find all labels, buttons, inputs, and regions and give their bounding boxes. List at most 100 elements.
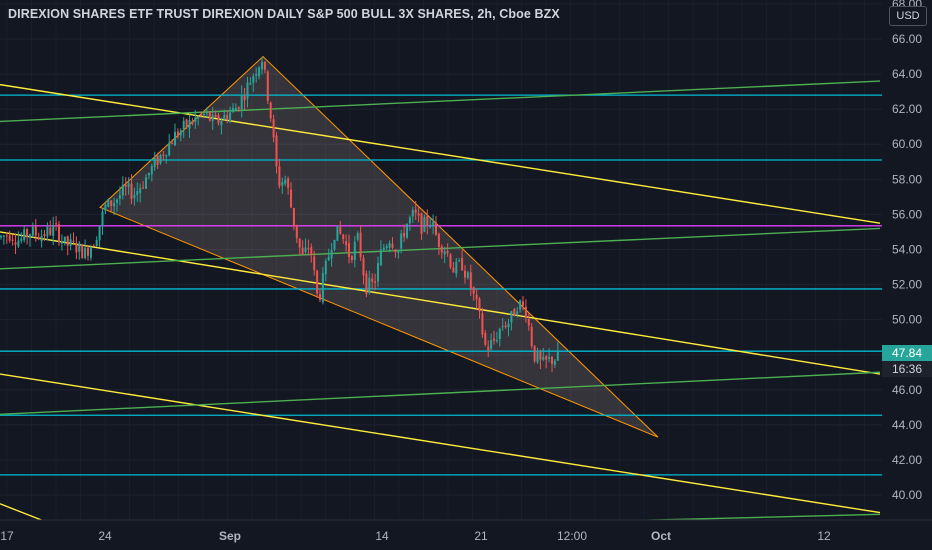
candle-body (249, 83, 252, 85)
candle-body (113, 202, 116, 207)
candle-body (185, 119, 188, 127)
candle-body (182, 120, 185, 129)
candle-body (208, 111, 211, 121)
candle-body (510, 311, 513, 323)
candle-body (498, 328, 501, 340)
candle-body (229, 112, 232, 122)
y-tick-label: 60.00 (892, 137, 922, 151)
candle-body (394, 249, 397, 253)
trendline (0, 373, 881, 514)
x-tick-label: 21 (474, 529, 488, 543)
candle-body (20, 238, 23, 241)
candle-body (539, 352, 542, 360)
candle-body (159, 154, 162, 164)
candle-body (223, 114, 226, 120)
candle-body (234, 107, 237, 111)
price-axis[interactable]: 40.0042.0044.0046.0048.0050.0052.0054.00… (882, 0, 932, 550)
candle-body (466, 272, 469, 278)
candle-body (388, 243, 391, 248)
candle-body (240, 94, 243, 110)
candle-body (40, 236, 43, 242)
candle-body (301, 247, 304, 255)
candle-body (493, 338, 495, 341)
candles (0, 57, 559, 373)
candle-body (46, 226, 49, 237)
candle-body (342, 234, 345, 240)
candle-body (464, 270, 466, 278)
candle-body (504, 325, 507, 328)
candle-body (553, 360, 556, 365)
price-labels: 47.84 16:36 (882, 345, 932, 377)
candle-body (278, 166, 281, 187)
candle-body (145, 177, 147, 189)
candle-body (345, 241, 348, 246)
candle-body (214, 114, 217, 118)
candle-body (490, 340, 493, 350)
candle-body (336, 225, 339, 241)
horizontal-levels (0, 94, 882, 476)
candle-body (34, 226, 37, 236)
candle-body (446, 250, 449, 254)
candle-body (261, 62, 263, 70)
candle-body (124, 184, 127, 187)
candle-body (121, 184, 124, 196)
candle-body (513, 309, 516, 317)
currency-button[interactable]: USD (889, 6, 927, 26)
candle-body (78, 243, 81, 252)
candle-body (188, 120, 191, 129)
candle-body (359, 232, 362, 258)
chart-title: DIREXION SHARES ETF TRUST DIREXION DAILY… (8, 7, 560, 21)
candle-body (519, 300, 522, 310)
candle-body (217, 115, 220, 124)
candle-body (397, 250, 400, 253)
candle-body (63, 236, 66, 243)
candle-body (307, 248, 310, 250)
candle-body (371, 278, 374, 282)
candle-body (426, 215, 429, 226)
candle-body (23, 229, 26, 241)
candle-body (382, 247, 385, 250)
candle-body (292, 207, 295, 227)
candle-body (461, 257, 464, 271)
candle-body (95, 240, 98, 246)
trendline (0, 80, 881, 123)
candle-body (475, 294, 478, 300)
x-tick-label: 14 (375, 529, 389, 543)
y-tick-label: 64.00 (892, 67, 922, 81)
candle-body (43, 234, 46, 237)
candle-body (556, 351, 559, 361)
x-tick-label: 12 (817, 529, 831, 543)
candle-body (0, 235, 2, 238)
candle-body (310, 247, 313, 255)
candle-body (104, 204, 107, 211)
y-tick-label: 50.00 (892, 313, 922, 327)
candle-body (14, 242, 17, 245)
trendline (0, 83, 881, 224)
candle-body (162, 154, 165, 156)
candle-body (455, 261, 458, 274)
last-price-badge (882, 345, 932, 361)
time-axis-bg (0, 520, 882, 550)
candle-body (290, 189, 292, 208)
candle-body (49, 227, 52, 235)
candle-body (5, 235, 8, 237)
candle-body (31, 226, 34, 236)
y-tick-label: 58.00 (892, 172, 922, 186)
candle-body (319, 294, 321, 300)
candle-body (542, 356, 545, 360)
candle-body (232, 108, 234, 112)
candle-body (197, 116, 200, 119)
candle-body (17, 240, 20, 247)
candle-body (127, 183, 130, 187)
candle-body (98, 225, 101, 241)
candle-body (107, 199, 110, 207)
candle-body (176, 131, 179, 137)
x-tick-label: Oct (651, 529, 671, 543)
candle-body (81, 244, 84, 259)
candle-body (287, 178, 290, 188)
candle-body (403, 232, 406, 237)
time-axis[interactable]: 17 24 Sep 14 21 12:00 Oct 12 (0, 519, 932, 550)
candle-body (298, 238, 301, 248)
candle-body (252, 76, 255, 83)
